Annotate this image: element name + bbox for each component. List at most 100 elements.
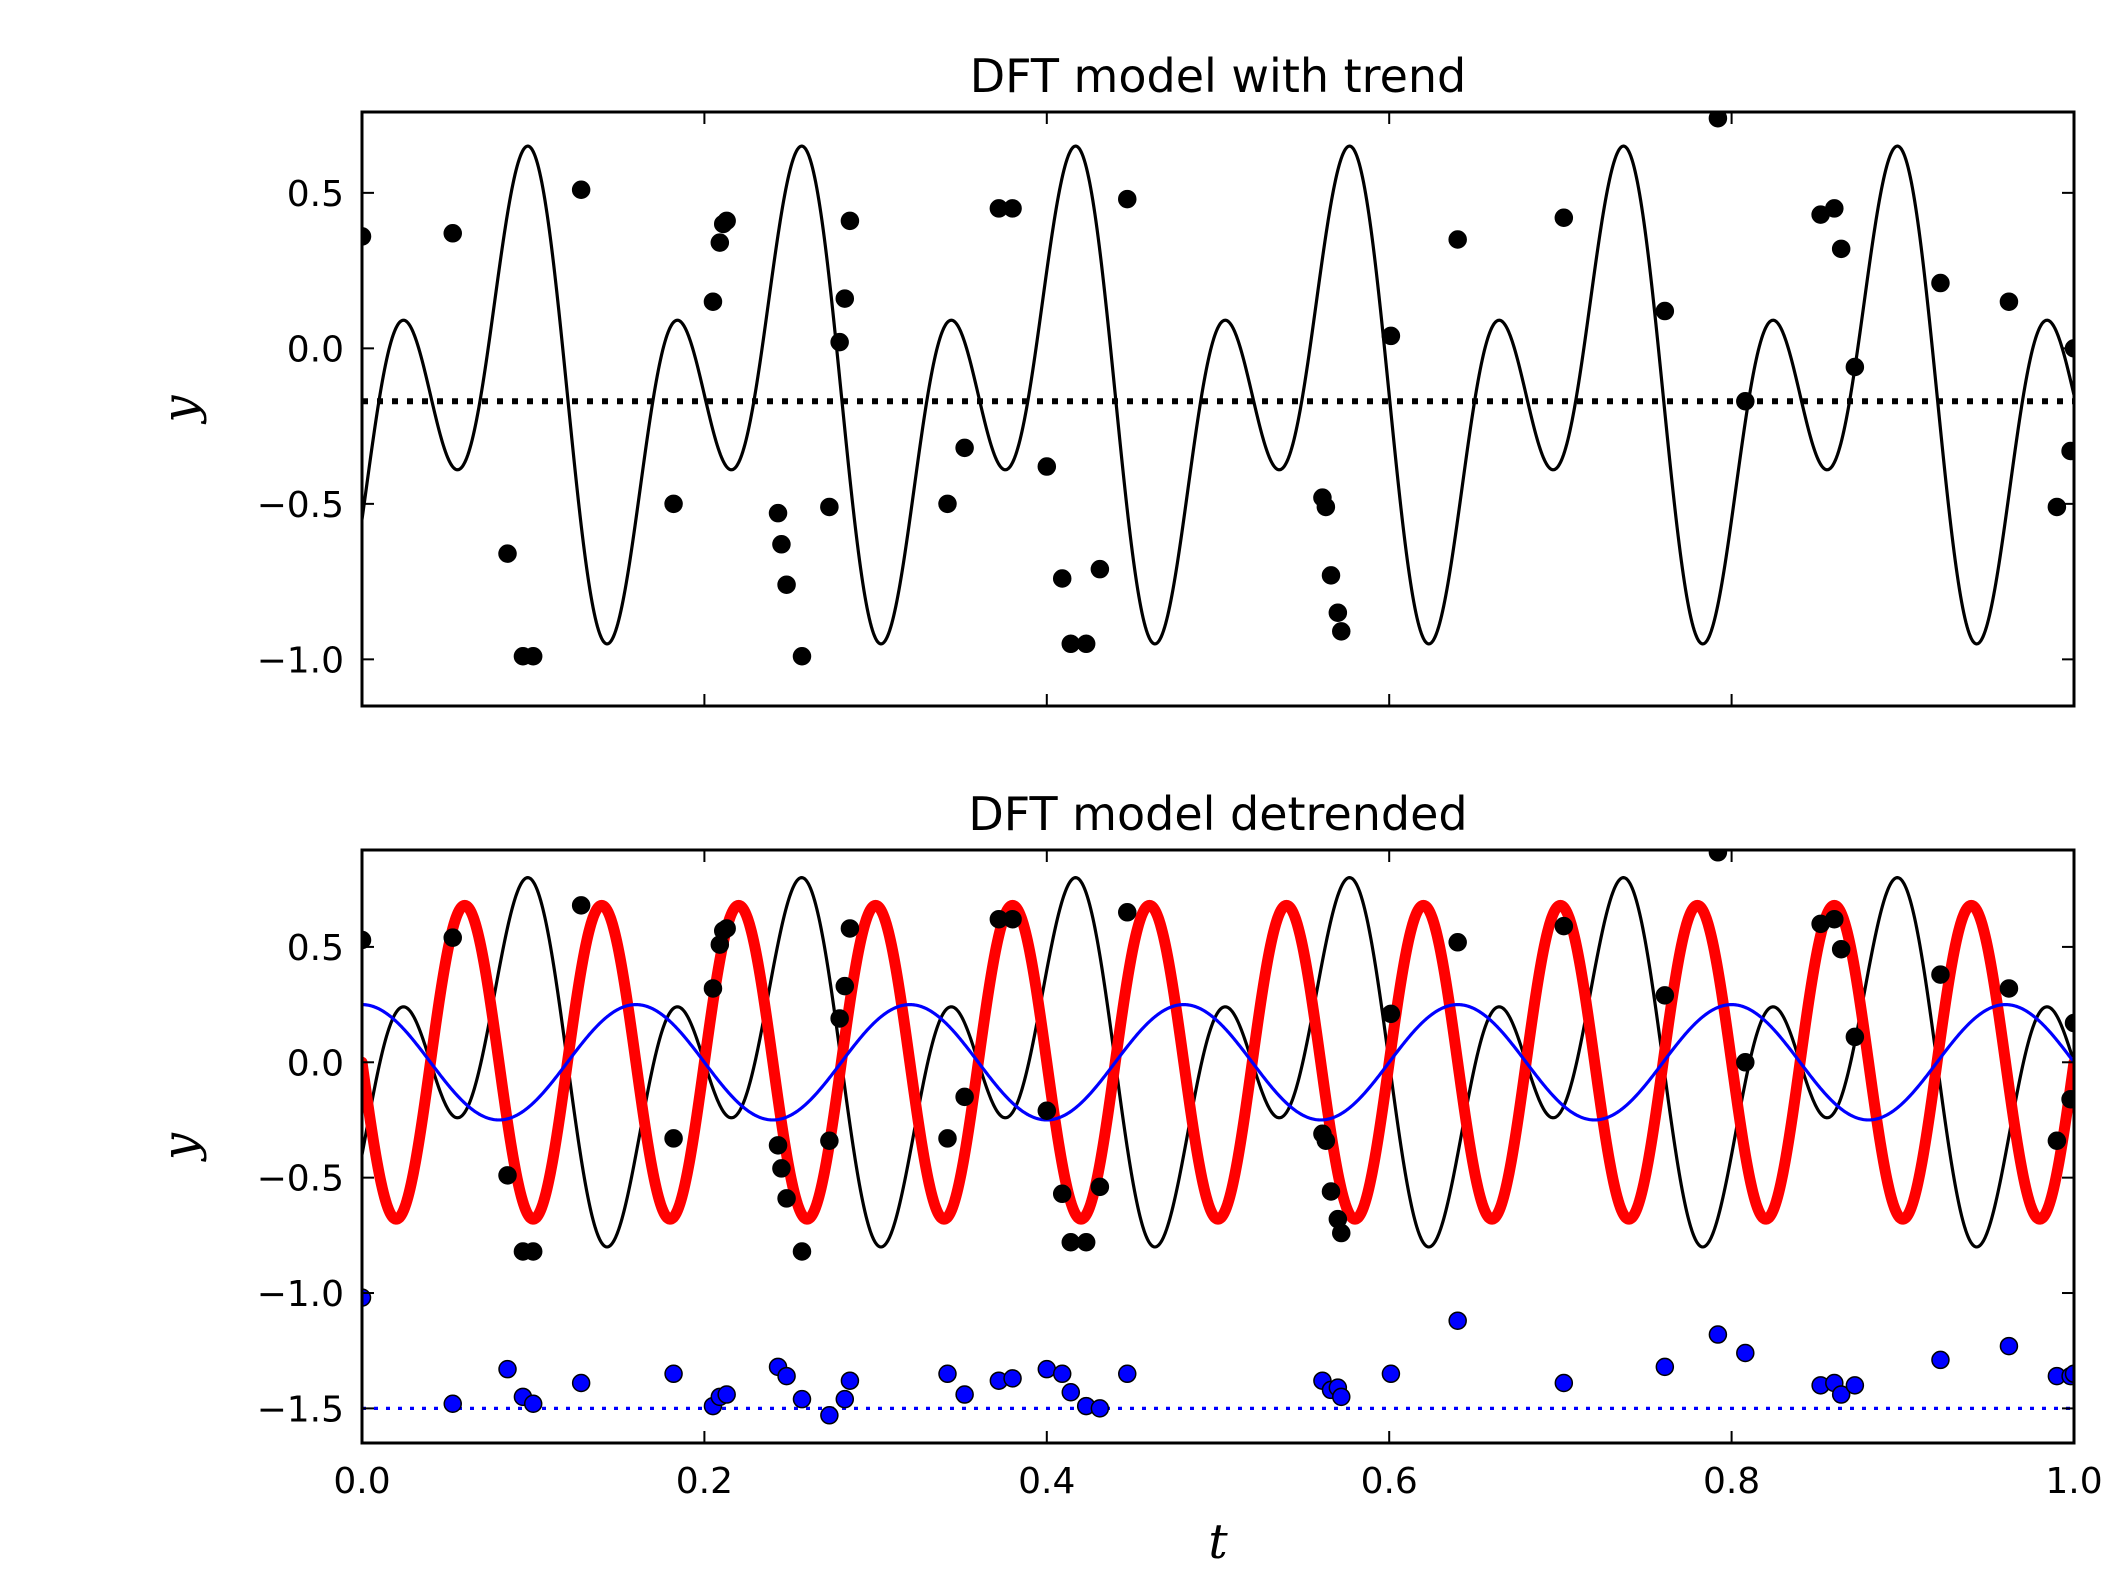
panel-1: 0.5 0.0 −0.5 −1.0 DFT model with trend y (152, 49, 2076, 708)
y-tick-label: 0.0 (287, 1043, 344, 1084)
data-point (1061, 1233, 1081, 1252)
data-point (1052, 1184, 1072, 1204)
y-tick-label: −1.0 (257, 1274, 344, 1315)
series-scatter-residuals (362, 1288, 2074, 1425)
series-line-detrended-model (362, 876, 2074, 1249)
data-point (1061, 634, 1081, 654)
data-point (2064, 1013, 2074, 1033)
data-point (835, 1389, 855, 1409)
data-point (777, 1366, 796, 1386)
data-point (710, 233, 730, 252)
data-point (1076, 634, 1096, 654)
y-axis-label: y (152, 1132, 208, 1162)
data-point (768, 1136, 788, 1155)
data-point (1554, 916, 1574, 936)
data-point (523, 1394, 543, 1414)
chart-title: DFT model detrended (968, 787, 1467, 841)
data-point (1845, 357, 1865, 377)
panel-2: 0.5 0.0 −0.5 −1.0 −1.5 0.0 0.2 0.4 0.6 0.8 1.0 DFT … (152, 787, 2103, 1570)
data-point (835, 976, 855, 996)
data-point (1736, 391, 1755, 411)
data-point (1332, 1387, 1351, 1407)
data-point (1931, 965, 1950, 984)
data-point (820, 497, 839, 517)
data-point (703, 292, 723, 311)
x-tick-label: 1.0 (2045, 1461, 2102, 1502)
data-point (1090, 1399, 1110, 1418)
data-point (1316, 1131, 1336, 1150)
data-point (772, 535, 791, 554)
data-point (835, 289, 855, 308)
data-point (1655, 1357, 1675, 1377)
data-point (443, 1394, 462, 1414)
data-point (1003, 1369, 1022, 1388)
data-point (1448, 933, 1467, 952)
data-point (1448, 230, 1467, 249)
series-scatter-detrended-observations (362, 850, 2074, 1261)
data-point (2047, 497, 2067, 517)
x-tick-label: 0.6 (1361, 1461, 1418, 1502)
data-point (717, 919, 736, 938)
x-tick-label: 0.8 (1703, 1461, 1760, 1502)
data-point (664, 1129, 683, 1148)
plot-area (362, 112, 2074, 666)
data-point (830, 1009, 849, 1028)
x-tick-label: 0.2 (676, 1461, 733, 1502)
data-point (1037, 1359, 1057, 1379)
data-point (1708, 1325, 1728, 1344)
series-line-low-frequency-component (362, 1003, 2074, 1122)
data-point (938, 494, 957, 514)
data-point (664, 1364, 683, 1384)
data-point (1321, 566, 1341, 585)
data-point (1052, 1364, 1072, 1384)
series-scatter-observations (362, 112, 2074, 666)
data-point (768, 503, 788, 523)
data-point (1076, 1233, 1096, 1252)
data-point (1655, 986, 1675, 1005)
axes-frame (360, 110, 2076, 708)
data-point (792, 1242, 812, 1261)
y-tick-label: −0.5 (257, 485, 344, 526)
data-point (955, 1385, 974, 1404)
data-point (664, 494, 683, 514)
data-point (1381, 326, 1401, 346)
data-point (443, 224, 462, 243)
data-point (1316, 497, 1336, 517)
data-point (1448, 1311, 1467, 1330)
data-point (498, 1166, 517, 1185)
data-point (955, 438, 974, 458)
data-point (1999, 1336, 2019, 1356)
data-point (571, 180, 591, 199)
data-point (1381, 1364, 1401, 1384)
data-point (840, 919, 860, 938)
data-point (792, 1389, 812, 1409)
data-point (717, 211, 736, 231)
y-tick-label: 0.5 (287, 174, 344, 215)
data-point (1825, 909, 1844, 929)
data-point (1118, 903, 1137, 922)
data-point (820, 1406, 839, 1425)
data-point (1052, 569, 1072, 588)
data-point (571, 896, 591, 915)
data-point (1708, 112, 1728, 128)
data-point (938, 1364, 957, 1384)
data-point (1655, 301, 1675, 321)
data-point (523, 1242, 543, 1261)
data-point (2047, 1131, 2067, 1150)
data-point (1554, 208, 1574, 227)
chart-title: DFT model with trend (970, 49, 1466, 103)
data-point (1118, 189, 1137, 209)
data-point (1321, 1182, 1341, 1201)
data-point (1061, 1382, 1081, 1402)
data-point (830, 332, 849, 352)
axes-frame (360, 848, 2076, 1445)
data-point (840, 1371, 860, 1390)
data-point (777, 575, 796, 594)
data-point (938, 1129, 957, 1148)
x-axis-label: t (1208, 1514, 1228, 1570)
data-point (1090, 1177, 1110, 1197)
data-point (1003, 909, 1022, 929)
data-point (1831, 939, 1851, 959)
data-point (717, 1385, 736, 1404)
